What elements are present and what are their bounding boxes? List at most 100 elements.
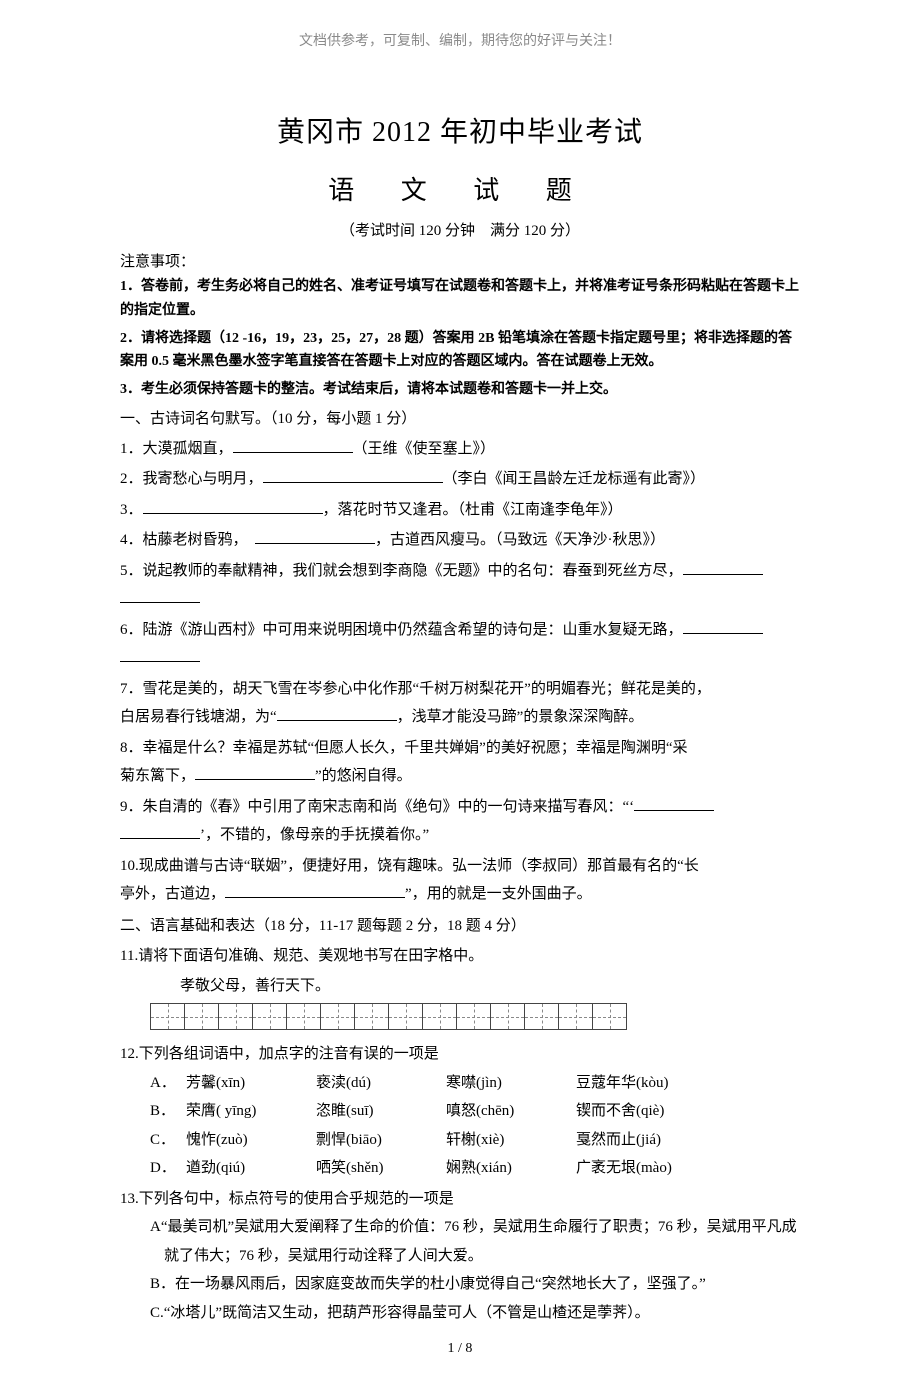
q12-cell: 嗔怒(chēn) [446, 1097, 576, 1126]
section-2-header: 二、语言基础和表达（18 分，11-17 题每题 2 分，18 题 4 分） [120, 913, 800, 940]
question-5: 5．说起教师的奉献精神，我们就会想到李商隐《无题》中的名句：春蚕到死丝方尽， [120, 557, 800, 614]
tianzi-cell [185, 1004, 219, 1030]
question-6: 6．陆游《游山西村》中可用来说明困境中仍然蕴含希望的诗句是：山重水复疑无路， [120, 616, 800, 673]
q12-cell: 遒劲(qiú) [186, 1154, 316, 1183]
q2-prefix: 2．我寄愁心与明月， [120, 471, 263, 487]
q6-blank-2 [120, 646, 200, 663]
q8-line2-suffix: ”的悠闲自得。 [315, 768, 412, 784]
q12-cell: A． [150, 1069, 186, 1098]
q10-line1: 10.现成曲谱与古诗“联姻”，便捷好用，饶有趣味。弘一法师（李叔同）那首最有名的… [120, 858, 699, 874]
q6-prefix: 6．陆游《游山西村》中可用来说明困境中仍然蕴含希望的诗句是：山重水复疑无路， [120, 622, 683, 638]
q12-cell: 恣睢(suī) [316, 1097, 446, 1126]
question-7: 7．雪花是美的，胡天飞雪在岑参心中化作那“千树万树梨花开”的明媚春光；鲜花是美的… [120, 675, 800, 732]
tianzi-table [150, 1003, 627, 1030]
tianzi-cell [287, 1004, 321, 1030]
q12-cell: 剽悍(biāo) [316, 1126, 446, 1155]
q7-blank [277, 705, 397, 722]
section-1-header: 一、古诗词名句默写。（10 分，每小题 1 分） [120, 406, 800, 433]
question-2: 2．我寄愁心与明月， （李白《闻王昌龄左迁龙标遥有此寄》） [120, 465, 800, 494]
q11-text: 孝敬父母，善行天下。 [180, 974, 800, 995]
q12-cell: C． [150, 1126, 186, 1155]
q12-cell: 广袤无垠(mào) [576, 1154, 800, 1183]
q12-cell: 芳馨(xīn) [186, 1069, 316, 1098]
main-title: 黄冈市 2012 年初中毕业考试 [120, 110, 800, 150]
tianzi-cell [525, 1004, 559, 1030]
question-13-stem: 13.下列各句中，标点符号的使用合乎规范的一项是 [120, 1185, 800, 1214]
q12-cell: 娴熟(xián) [446, 1154, 576, 1183]
notice-2: 2．请将选择题（12 -16，19，23，25，27，28 题）答案用 2B 铅… [120, 327, 800, 375]
q12-cell: 哂笑(shěn) [316, 1154, 446, 1183]
q9-blank-2 [120, 823, 200, 840]
tianzi-cell [457, 1004, 491, 1030]
q10-line2-prefix: 亭外，古道边， [120, 886, 225, 902]
q7-line2-prefix: 白居易春行钱塘湖，为“ [120, 709, 277, 725]
q12-cell: 亵渎(dú) [316, 1069, 446, 1098]
q7-line1: 7．雪花是美的，胡天飞雪在岑参心中化作那“千树万树梨花开”的明媚春光；鲜花是美的… [120, 681, 711, 697]
q8-line2-prefix: 菊东篱下， [120, 768, 195, 784]
q3-prefix: 3． [120, 502, 143, 518]
tianzi-cell [491, 1004, 525, 1030]
notice-heading: 注意事项： [120, 250, 800, 271]
header-note: 文档供参考，可复制、编制，期待您的好评与关注！ [120, 30, 800, 50]
q9-prefix: 9．朱自清的《春》中引用了南宋志南和尚《绝句》中的一句诗来描写春风：“‘ [120, 799, 634, 815]
question-4: 4．枯藤老树昏鸦， ，古道西风瘦马。（马致远《天净沙·秋思》） [120, 526, 800, 555]
tianzi-grid [150, 1003, 800, 1030]
q4-blank [255, 528, 375, 545]
q10-blank [225, 882, 405, 899]
q12-option-row: D．遒劲(qiú)哂笑(shěn)娴熟(xián)广袤无垠(mào) [150, 1154, 800, 1183]
tianzi-cell [559, 1004, 593, 1030]
q4-prefix: 4．枯藤老树昏鸦， [120, 532, 255, 548]
q5-blank-2 [120, 587, 200, 604]
tianzi-cell [151, 1004, 185, 1030]
tianzi-cell [321, 1004, 355, 1030]
q5-prefix: 5．说起教师的奉献精神，我们就会想到李商隐《无题》中的名句：春蚕到死丝方尽， [120, 563, 683, 579]
q4-suffix: ，古道西风瘦马。（马致远《天净沙·秋思》） [375, 532, 665, 548]
q10-line2-suffix: ”，用的就是一支外国曲子。 [405, 886, 592, 902]
q2-suffix: （李白《闻王昌龄左迁龙标遥有此寄》） [443, 471, 706, 487]
q3-blank [143, 497, 323, 514]
q12-option-row: A．芳馨(xīn)亵渎(dú)寒噤(jìn)豆蔻年华(kòu) [150, 1069, 800, 1098]
question-9: 9．朱自清的《春》中引用了南宋志南和尚《绝句》中的一句诗来描写春风：“‘ ’，不… [120, 793, 800, 850]
q12-cell: 愧怍(zuò) [186, 1126, 316, 1155]
q13-option-c: C.“冰塔儿”既简洁又生动，把葫芦形容得晶莹可人（不管是山楂还是荸荠）。 [150, 1299, 800, 1328]
q2-blank [263, 467, 443, 484]
q7-line2-suffix: ，浅草才能没马蹄”的景象深深陶醉。 [397, 709, 644, 725]
question-11: 11.请将下面语句准确、规范、美观地书写在田字格中。 [120, 942, 800, 971]
notice-3: 3．考生必须保持答题卡的整洁。考试结束后，请将本试题卷和答题卡一并上交。 [120, 378, 800, 402]
q12-cell: B． [150, 1097, 186, 1126]
question-12-stem: 12.下列各组词语中，加点字的注音有误的一项是 [120, 1040, 800, 1069]
q3-suffix: ，落花时节又逢君。（杜甫《江南逢李龟年》） [323, 502, 623, 518]
q12-cell: D． [150, 1154, 186, 1183]
notice-1: 1．答卷前，考生务必将自己的姓名、准考证号填写在试题卷和答题卡上，并将准考证号条… [120, 275, 800, 323]
question-10: 10.现成曲谱与古诗“联姻”，便捷好用，饶有趣味。弘一法师（李叔同）那首最有名的… [120, 852, 800, 909]
q1-blank [233, 436, 353, 453]
q12-option-row: C．愧怍(zuò)剽悍(biāo)轩榭(xiè)戛然而止(jiá) [150, 1126, 800, 1155]
question-3: 3． ，落花时节又逢君。（杜甫《江南逢李龟年》） [120, 496, 800, 525]
q12-cell: 锲而不舍(qiè) [576, 1097, 800, 1126]
tianzi-cell [593, 1004, 627, 1030]
q12-cell: 荣膺( yīng) [186, 1097, 316, 1126]
tianzi-cell [355, 1004, 389, 1030]
tianzi-cell [219, 1004, 253, 1030]
q12-cell: 戛然而止(jiá) [576, 1126, 800, 1155]
q1-suffix: （王维《使至塞上》） [353, 441, 496, 457]
q5-blank-1 [683, 558, 763, 575]
q12-cell: 轩榭(xiè) [446, 1126, 576, 1155]
q8-line1: 8．幸福是什么？幸福是苏轼“但愿人长久，千里共婵娟”的美好祝愿；幸福是陶渊明“采 [120, 740, 687, 756]
page-footer: 1 / 8 [0, 1341, 920, 1357]
tianzi-cell [389, 1004, 423, 1030]
q9-blank-1 [634, 794, 714, 811]
q12-cell: 寒噤(jìn) [446, 1069, 576, 1098]
exam-info: （考试时间 120 分钟 满分 120 分） [120, 219, 800, 240]
tianzi-cell [423, 1004, 457, 1030]
sub-title: 语 文 试 题 [120, 170, 800, 207]
q8-blank [195, 764, 315, 781]
q9-suffix: ’，不错的，像母亲的手抚摸着你。” [200, 827, 429, 843]
q12-options: A．芳馨(xīn)亵渎(dú)寒噤(jìn)豆蔻年华(kòu)B．荣膺( yīn… [150, 1069, 800, 1183]
question-8: 8．幸福是什么？幸福是苏轼“但愿人长久，千里共婵娟”的美好祝愿；幸福是陶渊明“采… [120, 734, 800, 791]
q12-option-row: B．荣膺( yīng)恣睢(suī)嗔怒(chēn)锲而不舍(qiè) [150, 1097, 800, 1126]
q12-cell: 豆蔻年华(kòu) [576, 1069, 800, 1098]
q13-option-a: A“最美司机”吴斌用大爱阐释了生命的价值：76 秒，吴斌用生命履行了职责；76 … [150, 1213, 800, 1270]
q1-prefix: 1．大漠孤烟直， [120, 441, 233, 457]
q6-blank-1 [683, 617, 763, 634]
